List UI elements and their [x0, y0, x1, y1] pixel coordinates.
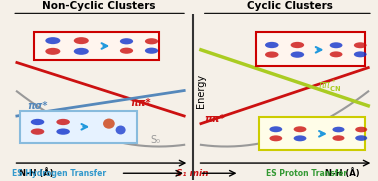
Ellipse shape	[294, 135, 307, 141]
Ellipse shape	[116, 126, 125, 134]
Ellipse shape	[45, 37, 60, 44]
Ellipse shape	[270, 126, 282, 132]
Text: Cyclic Clusters: Cyclic Clusters	[247, 1, 333, 11]
Ellipse shape	[56, 119, 70, 125]
FancyBboxPatch shape	[20, 111, 137, 143]
FancyBboxPatch shape	[34, 32, 159, 60]
Ellipse shape	[120, 48, 133, 54]
Ellipse shape	[56, 129, 70, 135]
Ellipse shape	[120, 38, 133, 44]
Ellipse shape	[103, 119, 115, 129]
Ellipse shape	[332, 127, 344, 132]
Text: S₀: S₀	[321, 134, 332, 144]
Ellipse shape	[31, 129, 44, 135]
Text: Energy: Energy	[196, 73, 206, 108]
Ellipse shape	[355, 127, 367, 132]
Ellipse shape	[330, 51, 342, 57]
Ellipse shape	[74, 48, 89, 55]
Ellipse shape	[145, 48, 158, 54]
Ellipse shape	[291, 42, 304, 48]
Ellipse shape	[330, 42, 342, 48]
Ellipse shape	[45, 48, 60, 55]
Ellipse shape	[354, 42, 367, 48]
Ellipse shape	[74, 37, 89, 44]
Ellipse shape	[291, 51, 304, 58]
Text: πσ*: πσ*	[27, 101, 47, 111]
Ellipse shape	[145, 38, 158, 44]
Text: $\pi\pi^*_{\mathregular{CN}}$: $\pi\pi^*_{\mathregular{CN}}$	[318, 77, 342, 94]
Ellipse shape	[294, 126, 307, 132]
Ellipse shape	[355, 135, 367, 141]
Text: ES Hydrogen Transfer: ES Hydrogen Transfer	[12, 169, 106, 178]
Ellipse shape	[265, 51, 279, 58]
FancyBboxPatch shape	[259, 117, 365, 150]
Text: Non-Cyclic Clusters: Non-Cyclic Clusters	[42, 1, 155, 11]
FancyBboxPatch shape	[256, 32, 365, 66]
Text: ES Proton Transfer: ES Proton Transfer	[266, 169, 347, 178]
Text: ππ*: ππ*	[131, 98, 151, 108]
Text: N-H (Å): N-H (Å)	[325, 168, 359, 178]
Text: N-H (Å): N-H (Å)	[19, 168, 53, 178]
Ellipse shape	[265, 42, 279, 48]
Text: S₀: S₀	[151, 135, 161, 145]
Ellipse shape	[270, 135, 282, 141]
Text: S₁ min: S₁ min	[176, 169, 209, 178]
Text: ππ*: ππ*	[204, 113, 225, 123]
Ellipse shape	[31, 119, 44, 125]
Ellipse shape	[332, 135, 344, 141]
Ellipse shape	[354, 51, 367, 57]
